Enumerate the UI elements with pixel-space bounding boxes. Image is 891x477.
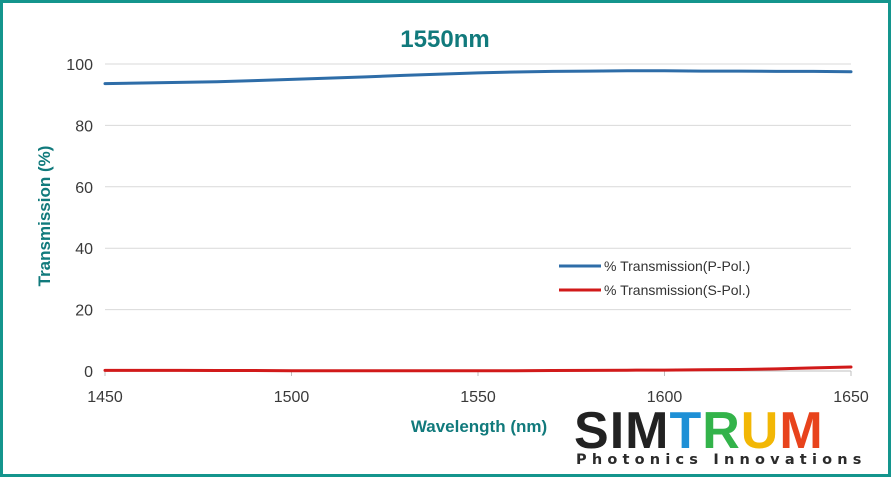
logo-letter-i: I (610, 402, 625, 460)
logo-letter-m: M (779, 402, 823, 460)
y-axis-label: Transmission (%) (35, 146, 54, 287)
y-tick-label-100: 100 (66, 57, 93, 74)
legend-label-s-pol: % Transmission(S-Pol.) (604, 282, 750, 298)
y-tick-label-80: 80 (75, 118, 93, 135)
x-tick-label-1550: 1550 (460, 389, 496, 406)
x-tick-label-1600: 1600 (647, 389, 683, 406)
gridlines (105, 63, 851, 311)
chart-title: 1550nm (400, 26, 489, 53)
x-tick-labels: 1450 1500 1550 1600 1650 (87, 389, 869, 406)
series-lines (103, 69, 853, 373)
logo-wordmark: SIMTRUM (574, 402, 824, 460)
x-axis-label: Wavelength (nm) (411, 417, 547, 436)
logo-letter-u: U (741, 402, 780, 460)
x-tick-label-1650: 1650 (833, 389, 869, 406)
logo-letter-s: S (574, 402, 610, 460)
y-tick-label-20: 20 (75, 303, 93, 320)
legend-label-p-pol: % Transmission(P-Pol.) (604, 258, 750, 274)
logo-letter-m: M (625, 402, 669, 460)
y-tick-label-40: 40 (75, 241, 93, 258)
series-line-s-pol (103, 365, 853, 373)
y-tick-label-0: 0 (84, 364, 93, 381)
x-tick-label-1500: 1500 (274, 389, 310, 406)
logo-letter-t: T (669, 402, 702, 460)
simtrum-logo: SIMTRUM Photonics Innovations (574, 402, 867, 468)
legend: % Transmission(P-Pol.) % Transmission(S-… (559, 258, 750, 298)
logo-letter-r: R (702, 402, 741, 460)
y-tick-label-60: 60 (75, 180, 93, 197)
logo-tagline: Photonics Innovations (576, 452, 867, 468)
series-line-p-pol (103, 69, 853, 86)
transmission-chart: 1550nm 0 20 40 60 80 100 1450 1500 1550 1600 1650… (35, 26, 869, 468)
y-tick-labels: 0 20 40 60 80 100 (66, 57, 93, 381)
x-tick-label-1450: 1450 (87, 389, 123, 406)
